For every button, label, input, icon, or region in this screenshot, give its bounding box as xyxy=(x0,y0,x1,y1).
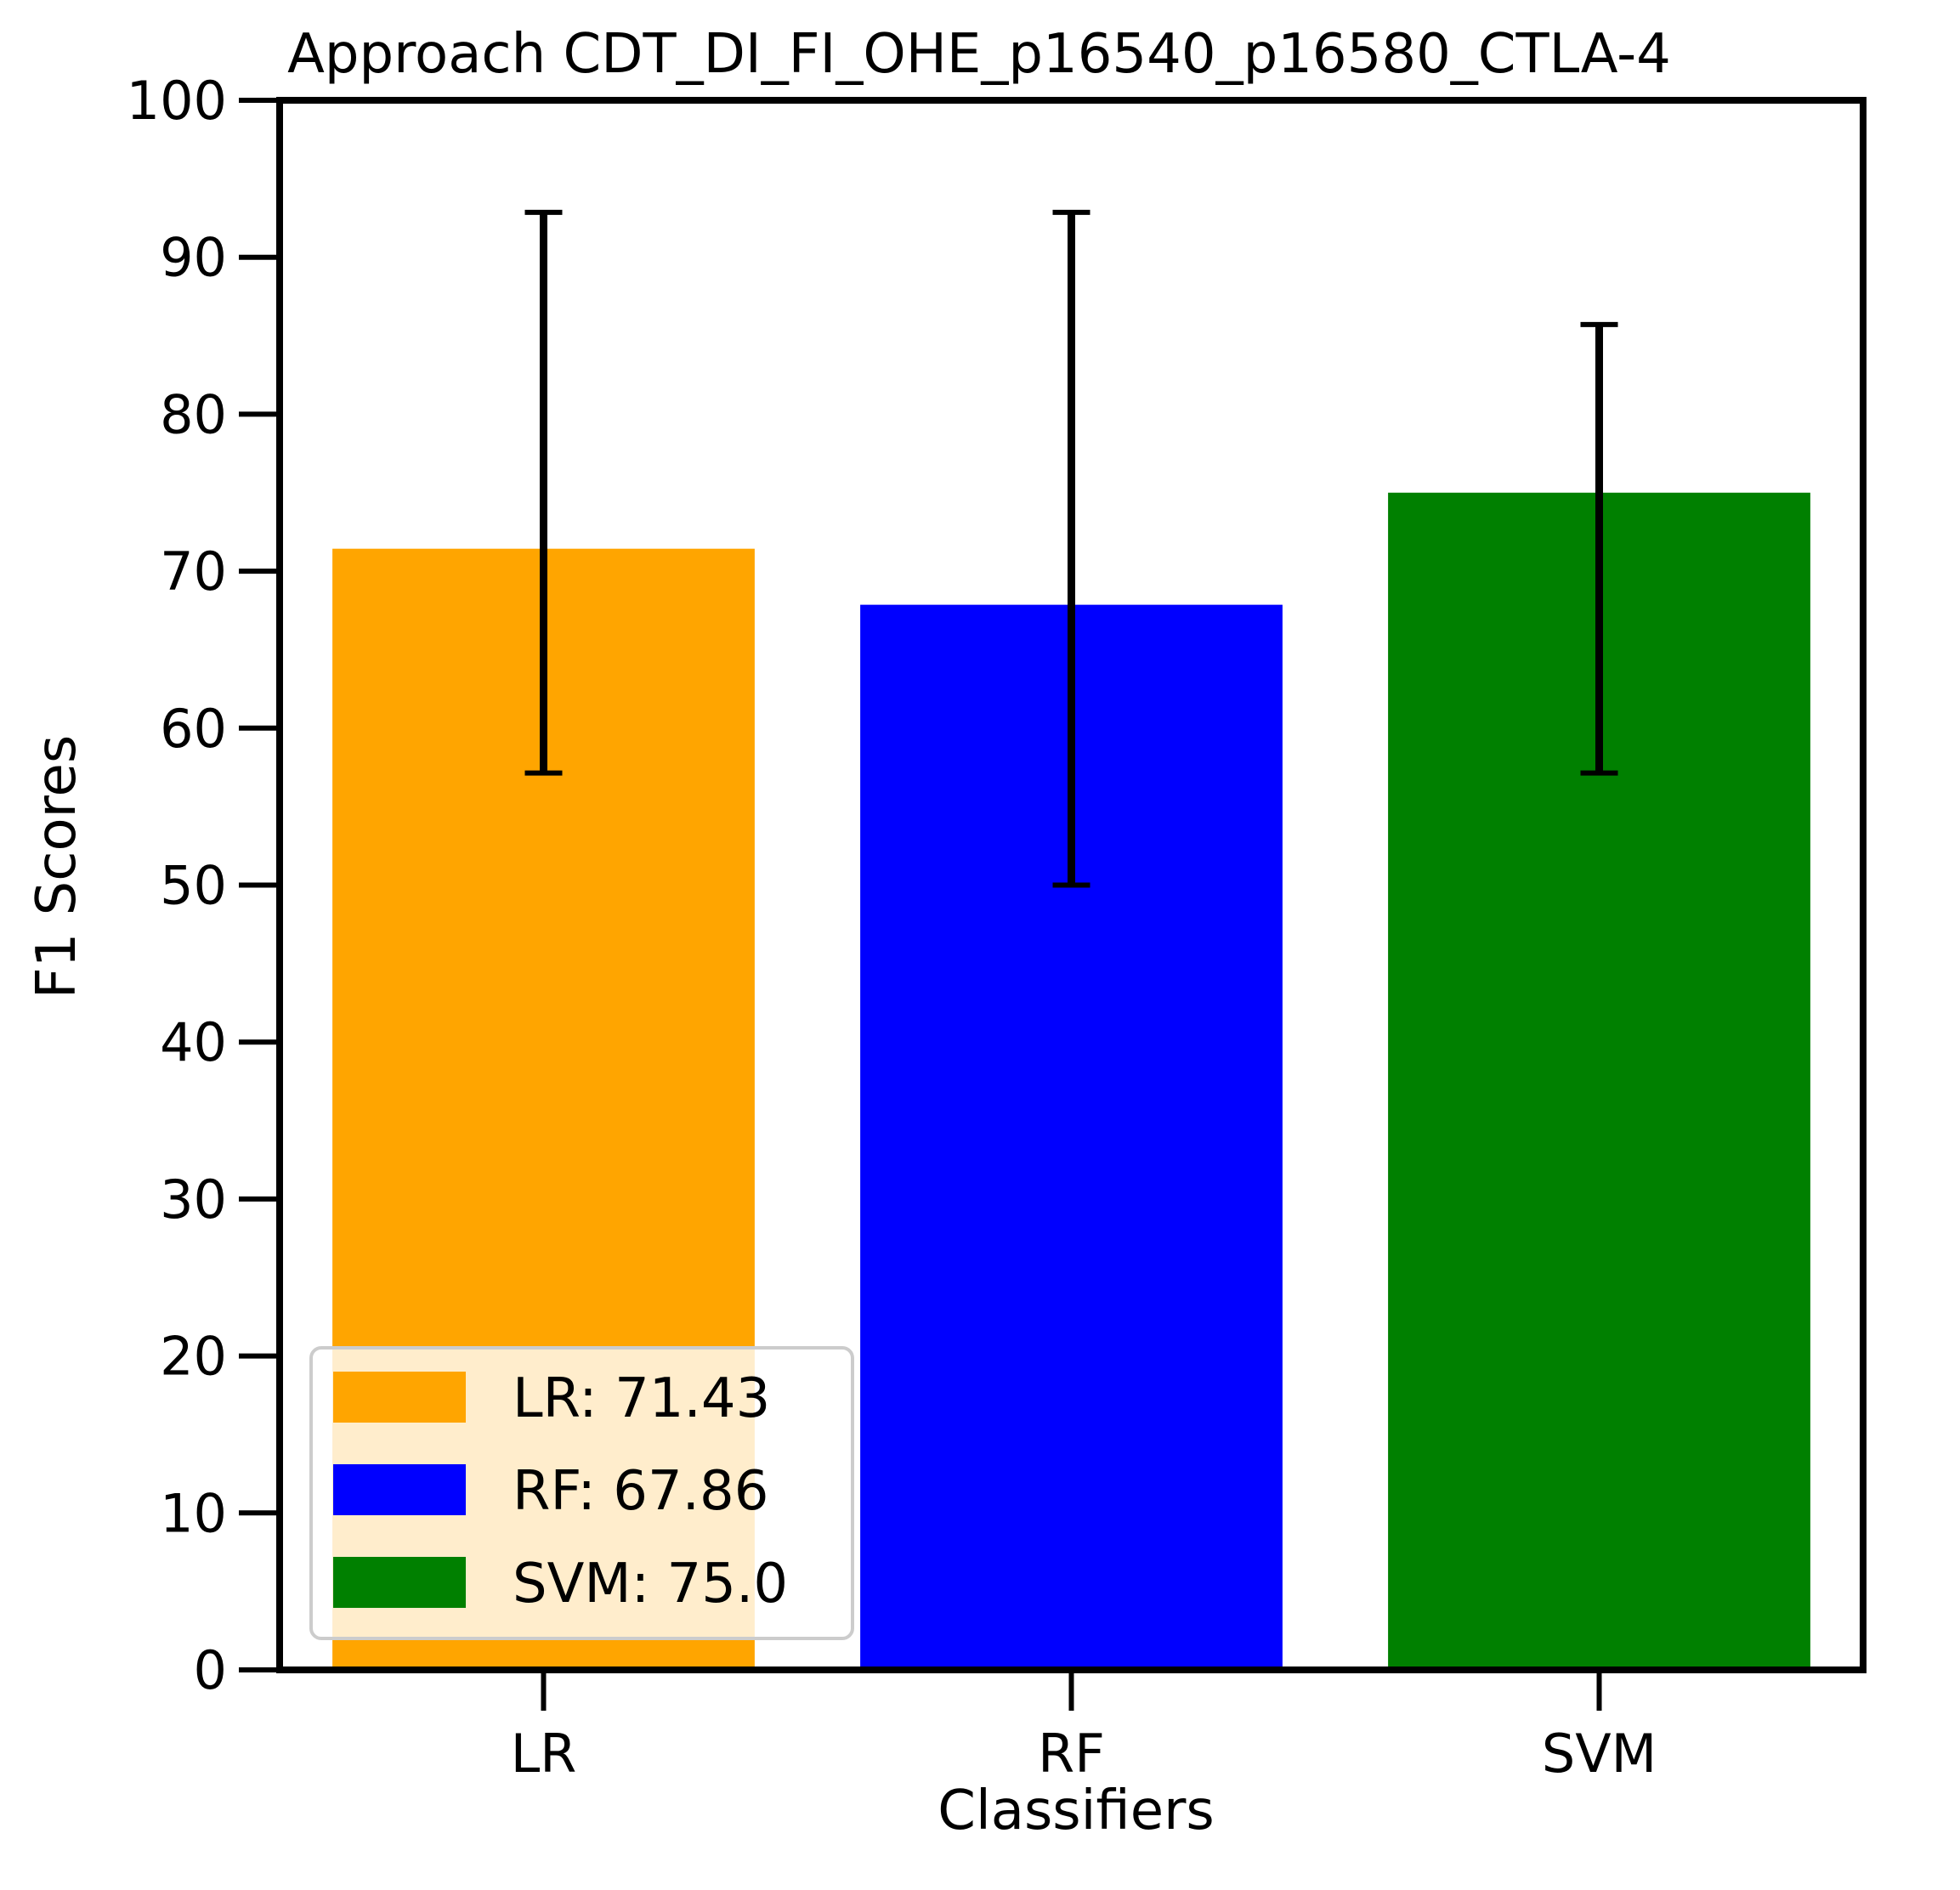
y-tick-label: 60 xyxy=(160,698,227,760)
error-bar-svm xyxy=(1580,321,1618,776)
axes: 0 10 20 30 40 50 60 70 80 90 100 LR RF SVM xyxy=(127,70,1867,1785)
legend-swatch xyxy=(333,1557,466,1608)
y-tick-label: 100 xyxy=(127,70,227,132)
y-tick-label: 90 xyxy=(160,227,227,289)
y-tick-label: 50 xyxy=(160,855,227,917)
y-tick-label: 10 xyxy=(160,1482,227,1544)
legend-swatch xyxy=(333,1372,466,1423)
y-tick-label: 40 xyxy=(160,1011,227,1073)
y-tick-label: 70 xyxy=(160,540,227,603)
y-tick-label: 20 xyxy=(160,1326,227,1388)
x-axis-label: Classifiers xyxy=(938,1780,1215,1842)
y-tick-label: 80 xyxy=(160,383,227,445)
y-tick-label: 30 xyxy=(160,1169,227,1231)
y-axis-label: F1 Scores xyxy=(25,735,88,999)
error-bars-layer xyxy=(524,209,1618,888)
legend: LR: 71.43 RF: 67.86 SVM: 75.0 xyxy=(309,1346,854,1640)
x-tick-label: RF xyxy=(1038,1723,1105,1785)
error-bar-lr xyxy=(524,209,563,776)
legend-label: LR: 71.43 xyxy=(513,1367,770,1430)
legend-label: SVM: 75.0 xyxy=(513,1553,788,1616)
x-tick-label: LR xyxy=(511,1723,577,1785)
legend-swatch xyxy=(333,1464,466,1515)
chart-title: Approach CDT_DI_FI_OHE_p16540_p16580_CTL… xyxy=(287,23,1671,86)
y-tick-label: 0 xyxy=(194,1639,227,1701)
legend-label: RF: 67.86 xyxy=(513,1460,768,1523)
x-tick-label: SVM xyxy=(1542,1723,1657,1785)
error-bar-rf xyxy=(1052,209,1090,888)
